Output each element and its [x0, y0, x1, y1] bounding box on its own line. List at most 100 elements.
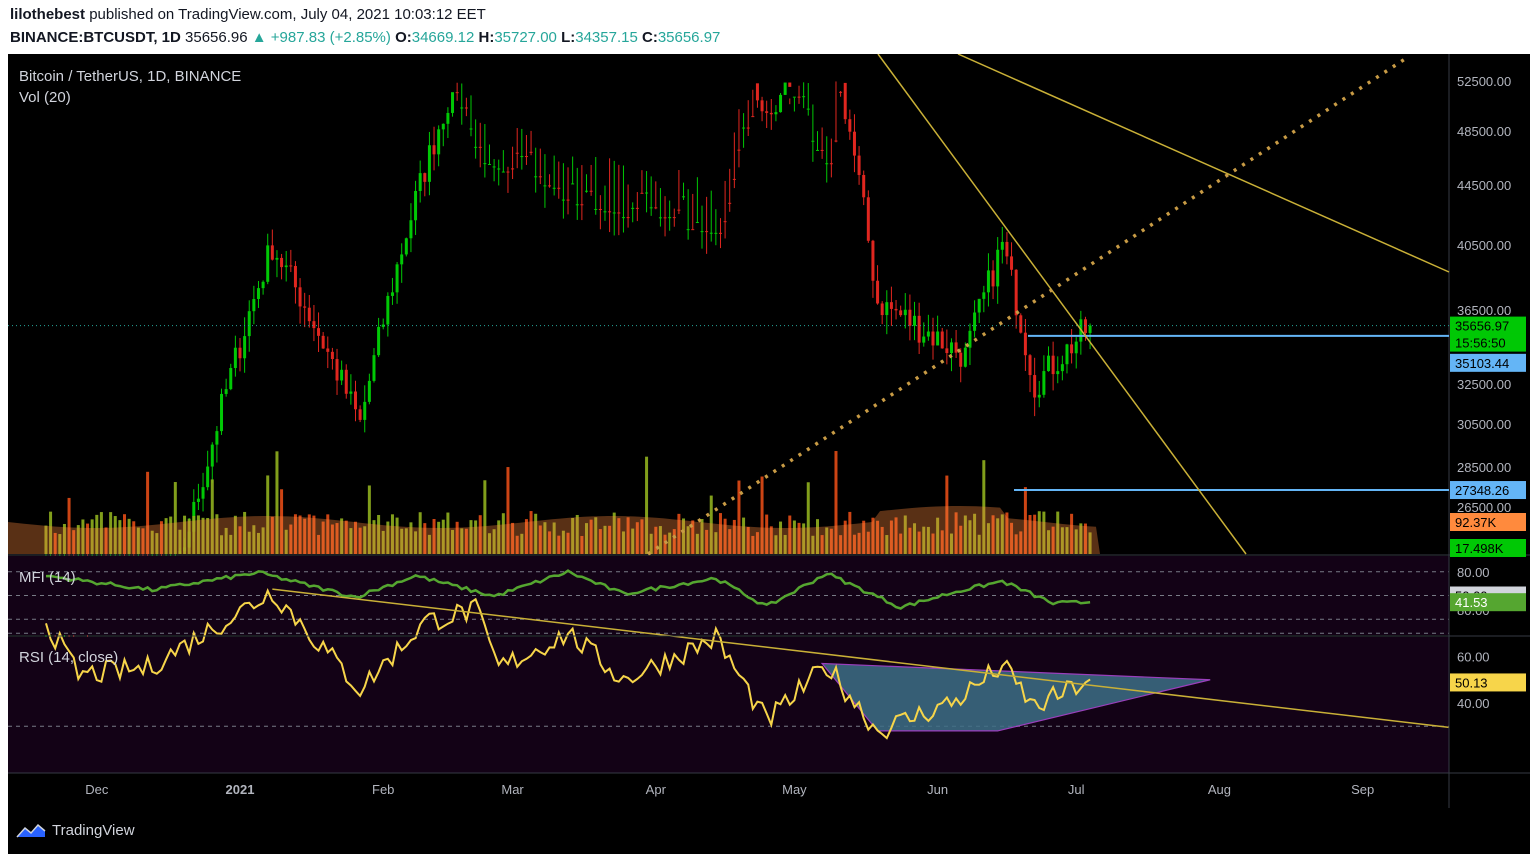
volume-bar	[395, 517, 399, 554]
candle	[695, 177, 699, 224]
publisher-name[interactable]: lilothebest	[10, 6, 86, 23]
volume-bar	[926, 526, 930, 554]
volume-bar	[862, 520, 866, 554]
candle	[1060, 355, 1064, 381]
drawings	[8, 53, 1450, 556]
candle	[746, 100, 750, 137]
level-tag: 35103.44	[1450, 353, 1526, 372]
volume-bar	[1028, 515, 1032, 554]
candle-body	[1088, 325, 1092, 333]
candle	[931, 317, 935, 360]
candle-body	[908, 309, 912, 326]
candle	[903, 293, 907, 329]
candle	[963, 342, 967, 368]
candle-body	[363, 401, 367, 420]
candle	[580, 165, 584, 221]
volume-bar	[511, 522, 515, 554]
volume-bar	[751, 535, 755, 554]
candle-body	[996, 249, 1000, 287]
chart-area[interactable]: 52500.00 48500.00 44500.00 40500.00 36500.00…	[8, 53, 1530, 808]
volume-bar	[783, 534, 787, 554]
candle-body	[991, 270, 995, 287]
candle	[658, 188, 662, 227]
candle-body	[871, 240, 875, 281]
candle	[991, 260, 995, 300]
candle-body	[672, 217, 676, 219]
candle	[206, 450, 210, 491]
candle	[404, 237, 408, 257]
candle-body	[381, 324, 385, 327]
volume-bar	[682, 518, 686, 554]
volume-bar	[132, 521, 136, 554]
candle	[487, 144, 491, 166]
candle-body	[506, 171, 510, 173]
candle-body	[816, 149, 819, 151]
volume-bar	[608, 525, 612, 554]
candle-body	[1083, 319, 1087, 333]
candle-body	[464, 107, 468, 109]
up-arrow-icon: ▲	[251, 29, 267, 46]
candle-body	[460, 107, 464, 109]
candle-body	[557, 187, 561, 189]
candle	[640, 170, 644, 194]
volume-bar	[520, 533, 524, 554]
candle-body	[848, 119, 852, 132]
open-label: O:	[395, 29, 412, 46]
volume-bar	[843, 520, 847, 554]
candle-body	[497, 168, 501, 170]
volume-bar	[474, 520, 478, 554]
candle	[973, 300, 977, 338]
candle-body	[446, 112, 450, 124]
candle	[663, 196, 667, 237]
volume-bar	[363, 526, 367, 554]
candle-body	[1056, 371, 1060, 375]
candle-body	[589, 190, 593, 192]
volume-bar	[109, 512, 113, 554]
tradingview-logo[interactable]: TradingView	[16, 822, 135, 839]
rsi-value-tag: 50.13	[1450, 673, 1526, 692]
candle-body	[718, 232, 722, 234]
volume-bar	[340, 518, 344, 554]
candle	[626, 184, 630, 228]
volume-bar	[187, 518, 191, 554]
candle	[668, 200, 672, 231]
volume-bar	[1065, 527, 1069, 554]
volume-bar	[866, 531, 870, 554]
rsi-value-tag-bg	[1450, 673, 1526, 692]
candle-body	[206, 466, 210, 488]
candle	[196, 483, 200, 510]
volume-bar	[414, 531, 418, 554]
candle-body	[501, 171, 505, 173]
candle-body	[201, 487, 205, 499]
candle	[395, 262, 399, 304]
volume-bar	[252, 525, 256, 554]
volume-bar	[67, 497, 71, 554]
volume-bar	[1023, 487, 1027, 554]
candle-body	[409, 220, 413, 239]
chart-svg[interactable]: 52500.00 48500.00 44500.00 40500.00 36500.00…	[8, 53, 1530, 808]
candle-body	[857, 155, 861, 175]
candle	[718, 218, 722, 249]
low-label: L:	[561, 29, 576, 46]
candle-body	[917, 315, 921, 343]
candle-body	[386, 295, 390, 325]
volume-bar	[354, 521, 357, 554]
volume-bar	[243, 511, 247, 554]
candle	[247, 300, 251, 352]
last-price-tag-text: 35656.97	[1455, 319, 1509, 334]
candle	[1014, 269, 1018, 329]
volume-bar	[53, 532, 57, 554]
low-value: 34357.15	[575, 29, 638, 46]
volume-bar	[1037, 511, 1041, 554]
candle-body	[677, 209, 681, 211]
candle	[414, 180, 418, 235]
candle-body	[949, 342, 953, 354]
symbol-name[interactable]: BINANCE:BTCUSDT, 1D	[10, 29, 181, 46]
candle	[427, 131, 431, 196]
candle-body	[367, 380, 371, 402]
candle	[996, 237, 1000, 304]
volume-bar	[889, 520, 893, 554]
candle	[552, 155, 556, 196]
candle	[843, 82, 847, 124]
volume-bar	[280, 489, 284, 554]
